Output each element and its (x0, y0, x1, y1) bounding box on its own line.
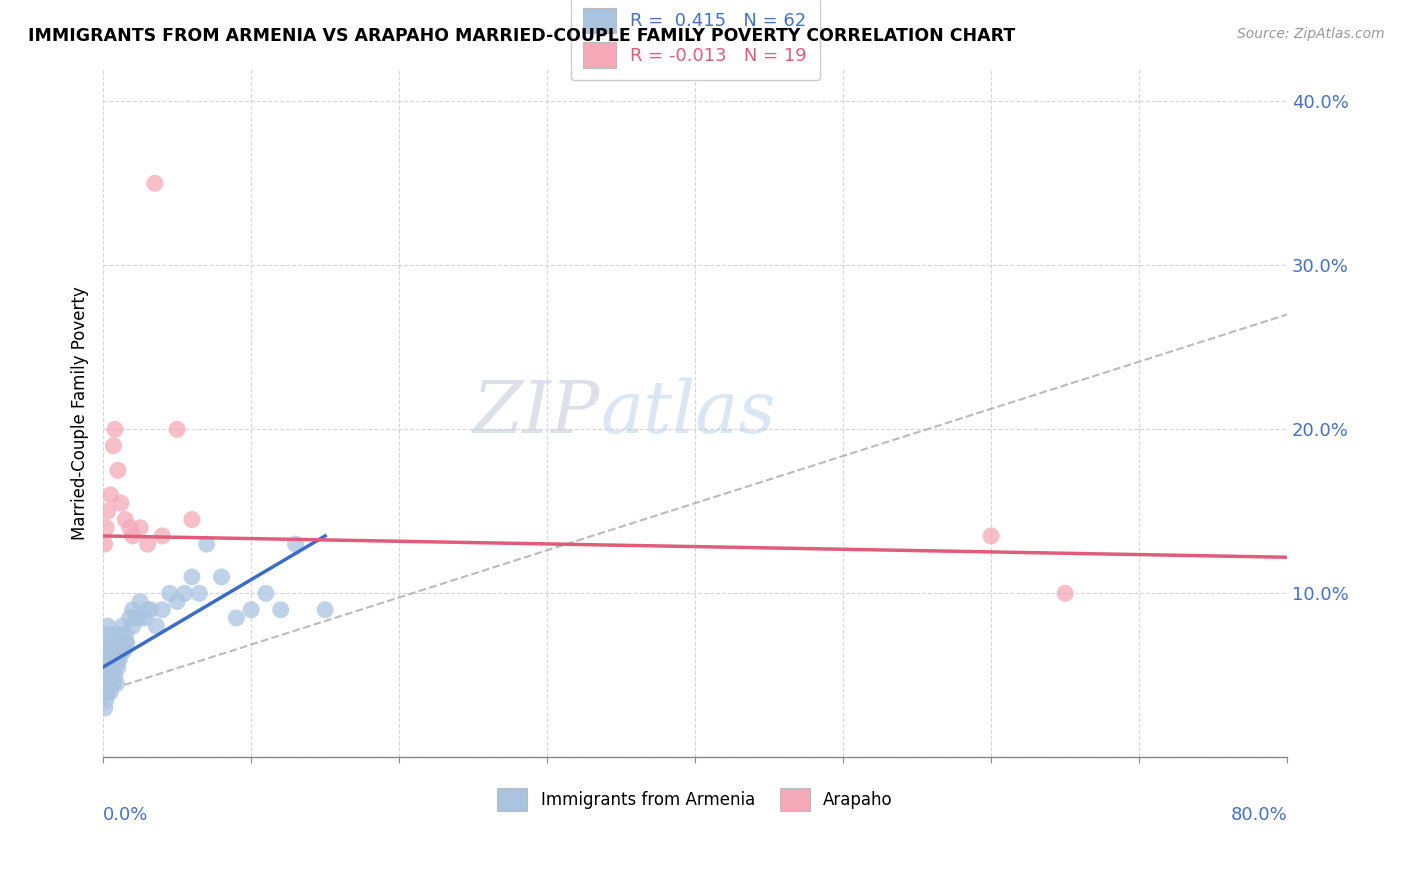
Point (100, 635, 122, 649)
Point (104, 660, 127, 674)
Point (97, 684, 120, 698)
Text: atlas: atlas (600, 377, 776, 448)
Point (136, 537, 159, 551)
Y-axis label: Married-Couple Family Poverty: Married-Couple Family Poverty (72, 286, 89, 540)
Point (181, 570, 204, 584)
Point (108, 652, 131, 666)
Point (136, 603, 159, 617)
Point (101, 668, 124, 682)
Point (97, 504, 120, 518)
Point (980, 529, 1002, 543)
Point (100, 684, 122, 698)
Point (173, 586, 195, 600)
Point (121, 529, 143, 543)
Point (103, 652, 125, 666)
Point (125, 611, 148, 625)
Point (107, 463, 129, 477)
Point (121, 603, 143, 617)
Point (159, 586, 181, 600)
Point (103, 676, 125, 690)
Point (111, 619, 134, 633)
Point (114, 635, 136, 649)
Point (314, 603, 336, 617)
Point (114, 627, 136, 641)
Point (105, 676, 128, 690)
Point (150, 603, 173, 617)
Text: Source: ZipAtlas.com: Source: ZipAtlas.com (1237, 27, 1385, 41)
Point (270, 603, 292, 617)
Point (93, 537, 115, 551)
Point (284, 537, 307, 551)
Point (104, 422, 127, 436)
Point (107, 627, 129, 641)
Point (166, 594, 188, 608)
Point (100, 676, 122, 690)
Point (110, 496, 132, 510)
Point (100, 488, 122, 502)
Point (118, 611, 141, 625)
Point (181, 512, 204, 526)
Legend: Immigrants from Armenia, Arapaho: Immigrants from Armenia, Arapaho (491, 781, 900, 818)
Point (93, 652, 115, 666)
Point (104, 668, 127, 682)
Point (121, 619, 143, 633)
Point (93, 701, 115, 715)
Point (150, 529, 173, 543)
Point (97, 684, 120, 698)
Text: ZIP: ZIP (472, 377, 600, 448)
Point (105, 644, 128, 658)
Point (103, 439, 125, 453)
Point (94, 693, 117, 707)
Point (240, 603, 263, 617)
Text: IMMIGRANTS FROM ARMENIA VS ARAPAHO MARRIED-COUPLE FAMILY POVERTY CORRELATION CHA: IMMIGRANTS FROM ARMENIA VS ARAPAHO MARRI… (28, 27, 1015, 45)
Point (129, 521, 152, 535)
Point (94, 521, 117, 535)
Point (110, 635, 132, 649)
Point (107, 660, 129, 674)
Point (110, 644, 132, 658)
Point (97, 619, 120, 633)
Point (188, 586, 211, 600)
Point (254, 586, 277, 600)
Point (98, 644, 121, 658)
Point (93, 684, 115, 698)
Point (100, 660, 122, 674)
Point (104, 635, 127, 649)
Point (139, 603, 162, 617)
Point (145, 619, 167, 633)
Point (112, 644, 135, 658)
Point (129, 594, 152, 608)
Text: 0.0%: 0.0% (103, 805, 149, 823)
Point (98, 627, 121, 641)
Point (115, 635, 138, 649)
Point (195, 537, 218, 551)
Point (143, 177, 166, 191)
Point (114, 512, 136, 526)
Point (97, 652, 120, 666)
Point (101, 668, 124, 682)
Point (107, 652, 129, 666)
Point (101, 644, 124, 658)
Point (94, 668, 117, 682)
Point (98, 668, 121, 682)
Point (225, 611, 247, 625)
Point (166, 422, 188, 436)
Point (134, 611, 156, 625)
Point (1054, 586, 1077, 600)
Point (129, 611, 152, 625)
Point (118, 521, 141, 535)
Point (211, 570, 233, 584)
Point (94, 635, 117, 649)
Text: 80.0%: 80.0% (1230, 805, 1286, 823)
